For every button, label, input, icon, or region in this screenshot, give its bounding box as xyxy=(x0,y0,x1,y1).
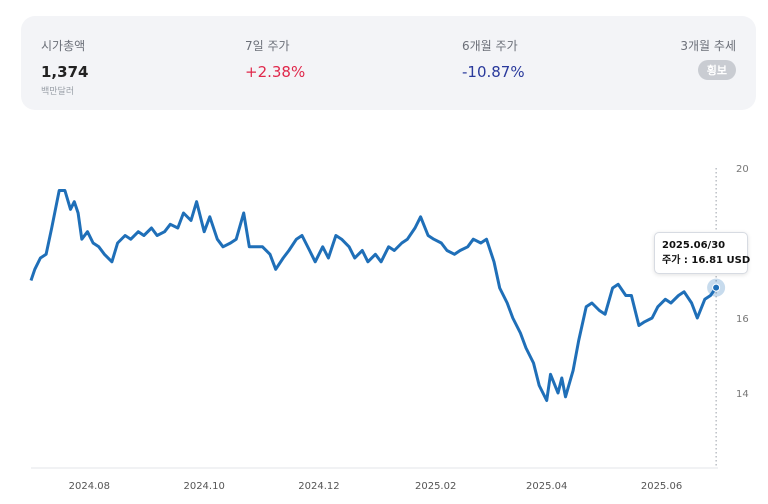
y-tick-label: 14 xyxy=(736,389,749,400)
tooltip-price-unit: USD xyxy=(726,255,751,266)
y-tick-label: 16 xyxy=(736,314,749,325)
price-series-line xyxy=(29,189,718,402)
price-tooltip: 2025.06/30 주가 : 16.81 USD xyxy=(654,232,751,274)
six-month-change-label: 6개월 주가 xyxy=(462,39,518,53)
tooltip-price: 주가 : 16.81 USD xyxy=(662,255,751,266)
y-tick-label: 20 xyxy=(736,164,749,175)
x-tick-label: 2025.04 xyxy=(526,481,567,492)
week-change-label: 7일 주가 xyxy=(245,39,290,53)
week-change-stat: 7일 주가 +2.38% xyxy=(245,37,305,81)
summary-card: 시가총액 1,374 백만달러 7일 주가 +2.38% 6개월 주가 -10.… xyxy=(21,16,756,110)
market-cap-value: 1,374 xyxy=(41,63,89,81)
trend-label: 3개월 추세 xyxy=(680,39,736,53)
x-tick-label: 2025.06 xyxy=(641,481,682,492)
six-month-change-stat: 6개월 주가 -10.87% xyxy=(462,37,525,81)
tooltip-price-value: 16.81 xyxy=(691,255,724,266)
trend-stat: 3개월 추세 횡보 xyxy=(680,37,736,80)
x-tick-label: 2024.08 xyxy=(69,481,110,492)
trend-badge: 횡보 xyxy=(697,60,736,80)
x-axis-ticks: 2024.08 2024.10 2024.12 2025.02 2025.04 2025.… xyxy=(69,481,683,492)
x-tick-label: 2025.02 xyxy=(415,481,456,492)
market-cap-unit: 백만달러 xyxy=(41,87,75,97)
x-tick-label: 2024.10 xyxy=(183,481,224,492)
market-cap-label: 시가총액 xyxy=(41,39,86,53)
market-cap-stat: 시가총액 1,374 백만달러 xyxy=(41,37,88,97)
tooltip-price-label: 주가 xyxy=(662,255,681,266)
tooltip-date: 2025.06/30 xyxy=(662,240,726,251)
week-change-value: +2.38% xyxy=(245,63,306,81)
y-axis-ticks: 20181614 xyxy=(736,164,749,400)
x-tick-label: 2024.12 xyxy=(298,481,339,492)
highlight-point[interactable] xyxy=(712,283,721,292)
six-month-change-value: -10.87% xyxy=(462,63,525,81)
